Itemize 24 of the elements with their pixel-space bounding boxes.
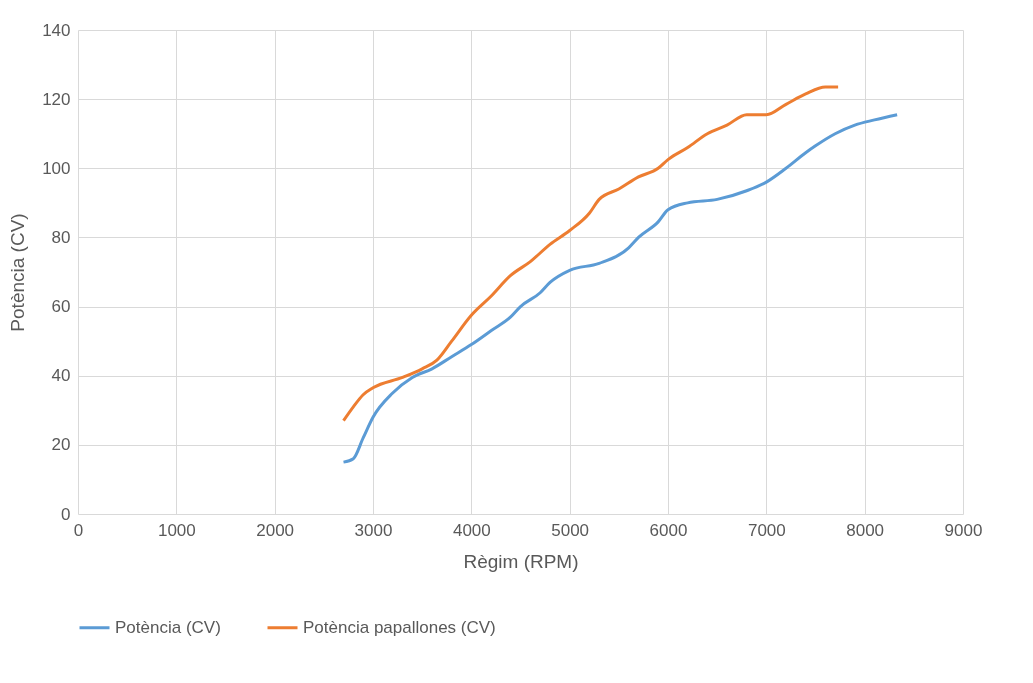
y-tick-label: 80: [51, 227, 71, 247]
line-series: [342, 85, 840, 423]
y-tick-label: 40: [51, 366, 71, 386]
y-tick-label: 120: [42, 89, 71, 109]
line-series: [342, 113, 899, 464]
x-tick-label: 0: [73, 520, 84, 540]
y-tick-label: 60: [51, 297, 71, 317]
y-tick-label: 100: [42, 158, 71, 178]
y-tick-label: 140: [42, 20, 71, 40]
y-axis-title: Potència (CV): [7, 213, 29, 332]
x-tick-label: 5000: [551, 520, 590, 540]
x-tick-label: 3000: [354, 520, 393, 540]
x-tick-label: 6000: [649, 520, 688, 540]
x-tick-label: 9000: [944, 520, 983, 540]
x-axis-title: Règim (RPM): [463, 550, 579, 572]
y-tick-label: 0: [61, 504, 71, 524]
legend-label: Potència papallones (CV): [303, 617, 496, 637]
legend-label: Potència (CV): [115, 617, 221, 637]
x-tick-label: 8000: [846, 520, 885, 540]
x-tick-label: 4000: [452, 520, 491, 540]
x-tick-label: 2000: [256, 520, 295, 540]
y-tick-label: 20: [51, 435, 71, 455]
x-tick-label: 1000: [157, 520, 196, 540]
x-tick-label: 7000: [747, 520, 786, 540]
